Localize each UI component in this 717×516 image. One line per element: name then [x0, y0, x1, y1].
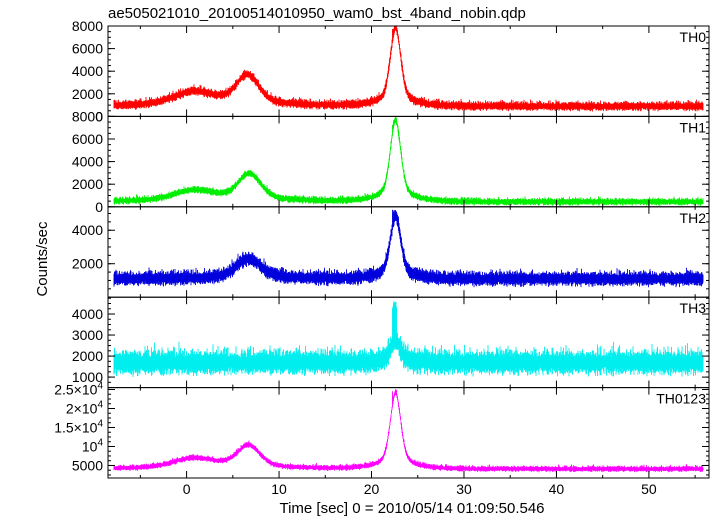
series-th0 — [113, 26, 704, 112]
x-tick-label: 0 — [183, 481, 191, 497]
y-tick-label: 3000 — [72, 327, 103, 343]
panel-th1: TH1 0 2000 4000 6000 8000 — [72, 108, 710, 215]
series-th0123 — [113, 389, 704, 473]
panel-th2: TH2 2000 4000 — [72, 206, 710, 298]
y-tick-exponent: 4 — [97, 437, 103, 448]
y-tick-exponent: 4 — [97, 418, 103, 429]
y-tick-label: 1.5×104 — [54, 418, 103, 435]
y-tick-label: 4000 — [72, 154, 103, 170]
panel-label: TH0123 — [656, 391, 706, 407]
panel-label: TH0 — [680, 29, 707, 45]
series-th3 — [113, 300, 704, 377]
panel-label: TH2 — [680, 210, 707, 226]
x-tick-label: 50 — [641, 481, 657, 497]
panel-th0: TH0 0 2000 4000 6000 8000 — [72, 18, 710, 124]
y-tick-label: 0 — [95, 199, 103, 215]
panel-frame — [107, 25, 710, 117]
panel-label: TH1 — [680, 119, 707, 135]
panel-label: TH3 — [680, 300, 707, 316]
panel-th0123: TH0123 5000 104 1.5×104 2×104 2.5×104 — [54, 380, 710, 479]
y-tick-label: 2.5×104 — [54, 380, 103, 397]
x-tick-label: 20 — [364, 481, 380, 497]
y-tick-label: 104 — [82, 437, 104, 454]
y-tick-label: 0 — [95, 108, 103, 124]
y-tick-label: 4000 — [72, 63, 103, 79]
y-tick-label: 2000 — [72, 86, 103, 102]
y-tick-label: 5000 — [72, 457, 103, 473]
y-tick-label: 8000 — [72, 18, 103, 34]
y-tick-label: 2000 — [72, 348, 103, 364]
y-tick-label: 6000 — [72, 131, 103, 147]
y-tick-exponent: 4 — [97, 380, 103, 391]
panel-th3: TH3 1000 2000 3000 4000 — [72, 296, 710, 389]
y-tick-label: 2000 — [72, 256, 103, 272]
series-th2 — [113, 209, 704, 288]
y-tick-exponent: 4 — [97, 399, 103, 410]
y-tick-label: 6000 — [72, 41, 103, 57]
y-tick-label: 1000 — [72, 369, 103, 385]
panel-frame — [107, 387, 710, 479]
y-tick-label: 2×104 — [66, 399, 104, 416]
chart-title: ae505021010_20100514010950_wam0_bst_4ban… — [108, 5, 526, 22]
series-th1 — [113, 116, 704, 206]
y-axis-label: Counts/sec — [34, 221, 51, 297]
y-tick-label: 2000 — [72, 176, 103, 192]
y-tick-label: 8000 — [72, 108, 103, 124]
x-axis-label: Time [sec] 0 = 2010/05/14 01:09:50.546 — [279, 500, 544, 516]
y-tick-label: 4000 — [72, 222, 103, 238]
y-tick-label: 4000 — [72, 306, 103, 322]
x-tick-label: 30 — [456, 481, 472, 497]
x-tick-label: 10 — [271, 481, 287, 497]
panels-group: TH0 0 2000 4000 6000 8000 TH1 0 2000 4000 6000 8000… — [54, 18, 710, 497]
panel-frame — [107, 115, 710, 208]
x-tick-label: 40 — [549, 481, 565, 497]
